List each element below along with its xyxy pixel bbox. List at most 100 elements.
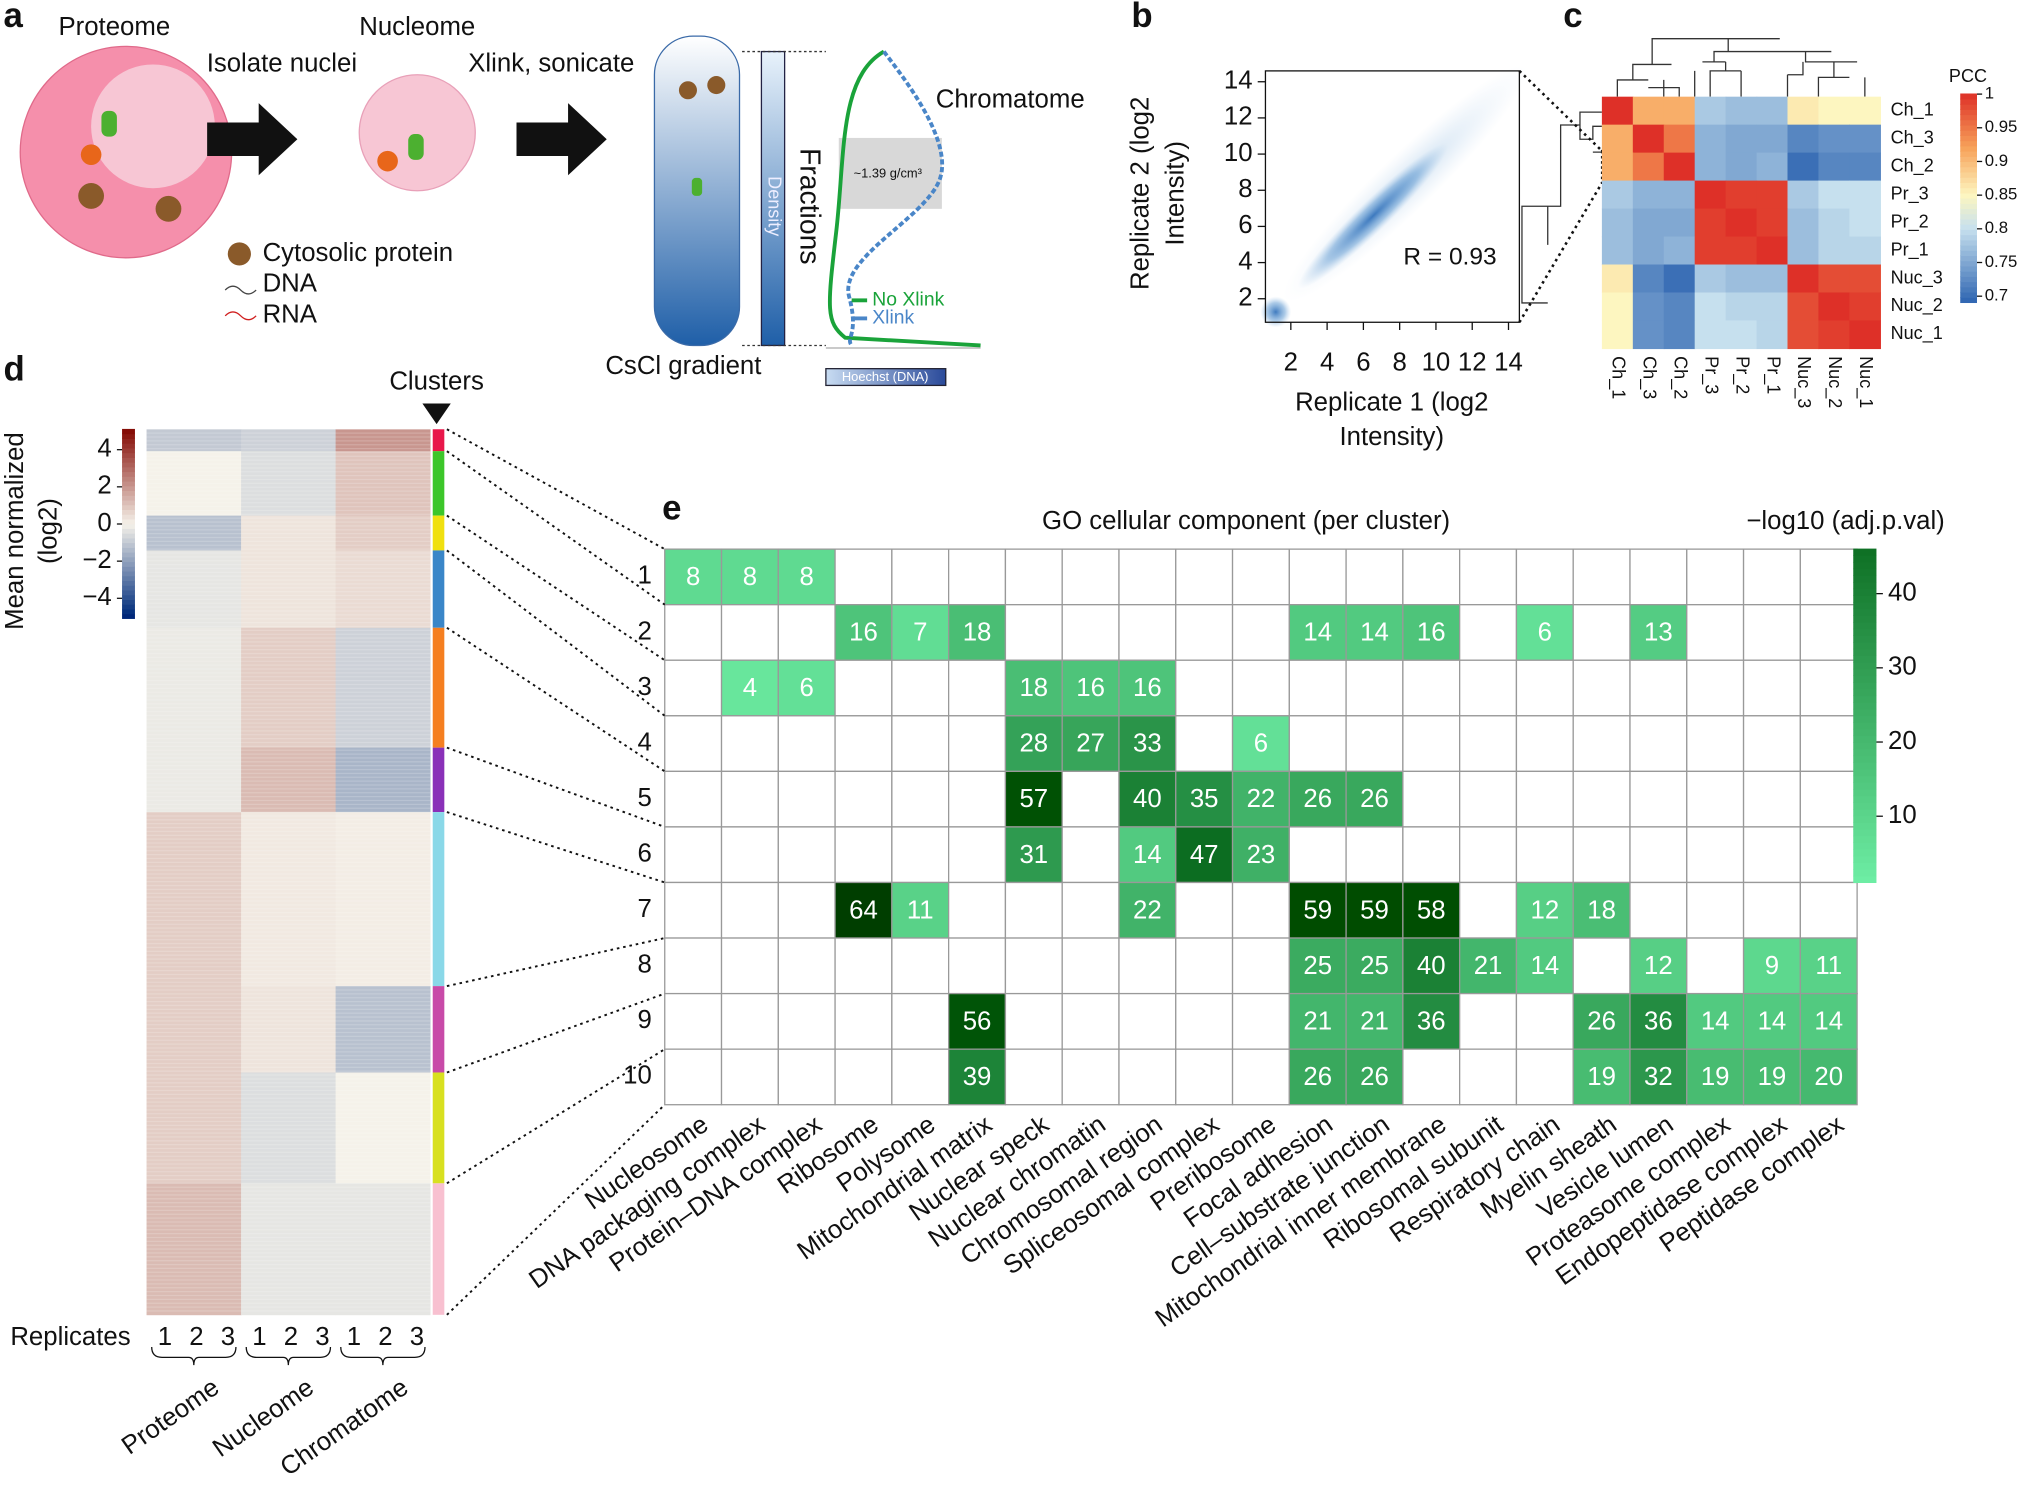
heatmap-cell: [1725, 320, 1758, 350]
colorbar-segment: [1853, 742, 1877, 750]
empty-cell: [1175, 1048, 1234, 1106]
heatmap-cell: [1725, 292, 1758, 322]
heatmap-cell: [1725, 180, 1758, 210]
empty-cell: [777, 881, 836, 939]
colorbar-title: −log10 (adj.p.val): [1746, 507, 1944, 535]
colorbar-tick-label: 0.85: [1985, 185, 2018, 204]
colorbar-segment: [1853, 735, 1877, 743]
heatmap-cell: [1818, 320, 1851, 350]
colorbar-segment: [1960, 145, 1977, 152]
cluster-bar: [432, 812, 445, 987]
legend-swatch: [224, 311, 257, 321]
colorbar-segment: [1853, 608, 1877, 616]
empty-cell: [1004, 992, 1063, 1050]
empty-cell: [1799, 548, 1858, 606]
colorbar-tick-label: 30: [1888, 653, 1917, 681]
cell-label: 25: [1303, 952, 1332, 980]
heatmap-cell: [1663, 320, 1696, 350]
empty-cell: [834, 1048, 893, 1106]
cell-label: 47: [1190, 841, 1219, 869]
empty-cell: [1515, 1048, 1574, 1106]
heatmap-cell: [1601, 292, 1634, 322]
legend-label: Cytosolic protein: [263, 239, 453, 267]
heatmap-cell: [1799, 937, 1858, 995]
cell-label: 36: [1644, 1007, 1673, 1035]
colorbar-segment: [1853, 715, 1877, 723]
column-label: Pr_3: [1700, 356, 1721, 394]
empty-cell: [664, 826, 723, 884]
dendrogram: [1521, 38, 1866, 304]
colorbar-segment: [1853, 722, 1877, 730]
heatmap-cell: [1345, 937, 1404, 995]
y-tick-label: 10: [1224, 139, 1253, 167]
heatmap-cell: [1601, 320, 1634, 350]
colorbar-segment: [122, 547, 135, 553]
empty-cell: [1175, 715, 1234, 773]
colorbar-segment: [122, 533, 135, 539]
empty-cell: [1459, 826, 1518, 884]
empty-cell: [1686, 881, 1745, 939]
heatmap-cell: [1632, 152, 1665, 182]
empty-cell: [664, 937, 723, 995]
cell-label: 26: [1360, 785, 1389, 813]
colorbar-segment: [1853, 555, 1877, 563]
empty-cell: [1629, 548, 1688, 606]
colorbar-tick-label: 0.9: [1985, 151, 2008, 170]
colorbar-segment: [1960, 218, 1977, 225]
empty-cell: [1118, 1048, 1177, 1106]
heatmap-cell: [1725, 152, 1758, 182]
heatmap-block: [335, 1183, 431, 1316]
cell-label: 16: [1076, 674, 1105, 702]
heatmap-block: [241, 986, 336, 1073]
heatmap-cell: [1787, 208, 1820, 238]
legend-label: No Xlink: [872, 289, 944, 310]
empty-cell: [1572, 937, 1631, 995]
cell-label: 16: [1133, 674, 1162, 702]
colorbar-segment: [1853, 628, 1877, 636]
cell-label: 12: [1644, 952, 1673, 980]
colorbar-segment: [122, 428, 135, 435]
colorbar-segment: [1960, 244, 1977, 251]
colorbar-segment: [1853, 662, 1877, 670]
heatmap-cell: [1756, 208, 1789, 238]
connector: [446, 937, 665, 988]
empty-cell: [1175, 659, 1234, 717]
empty-cell: [1629, 826, 1688, 884]
empty-cell: [1459, 548, 1518, 606]
empty-cell: [1402, 659, 1461, 717]
row-label: 1: [638, 562, 652, 590]
label: Replicates: [10, 1323, 130, 1351]
heatmap-block: [146, 1183, 242, 1316]
label: ~1.39 g/cm³: [854, 165, 923, 180]
colorbar-tick-label: 4: [97, 434, 111, 462]
heatmap-block: [146, 1072, 242, 1184]
colorbar-segment: [1853, 842, 1877, 850]
row-label: 3: [638, 673, 652, 701]
empty-cell: [1061, 604, 1120, 661]
empty-cell: [664, 715, 723, 773]
colorbar-segment: [1853, 668, 1877, 677]
connector: [446, 549, 666, 717]
empty-cell: [1004, 604, 1063, 661]
colorbar-segment: [122, 566, 135, 572]
empty-cell: [891, 770, 950, 828]
colorbar-segment: [1853, 688, 1877, 697]
heatmap-cell: [1663, 264, 1696, 294]
label: Hoechst (DNA): [842, 369, 929, 384]
colorbar-segment: [1853, 568, 1877, 576]
empty-cell: [1799, 659, 1858, 717]
heatmap-cell: [1756, 236, 1789, 266]
cell-label: 19: [1587, 1063, 1616, 1091]
colorbar-title: PCC: [1949, 66, 1987, 86]
heatmap-cell: [1632, 208, 1665, 238]
heatmap-cell: [1725, 124, 1758, 154]
heatmap-cell: [1288, 604, 1347, 661]
empty-cell: [834, 770, 893, 828]
colorbar-segment: [122, 447, 135, 454]
heatmap-cell: [1818, 292, 1851, 322]
y-tick-label: 4: [1238, 247, 1252, 275]
heatmap-block: [146, 451, 242, 517]
heatmap-cell: [1694, 320, 1727, 350]
colorbar-tick-label: −2: [82, 546, 111, 574]
colorbar-segment: [1853, 642, 1877, 650]
